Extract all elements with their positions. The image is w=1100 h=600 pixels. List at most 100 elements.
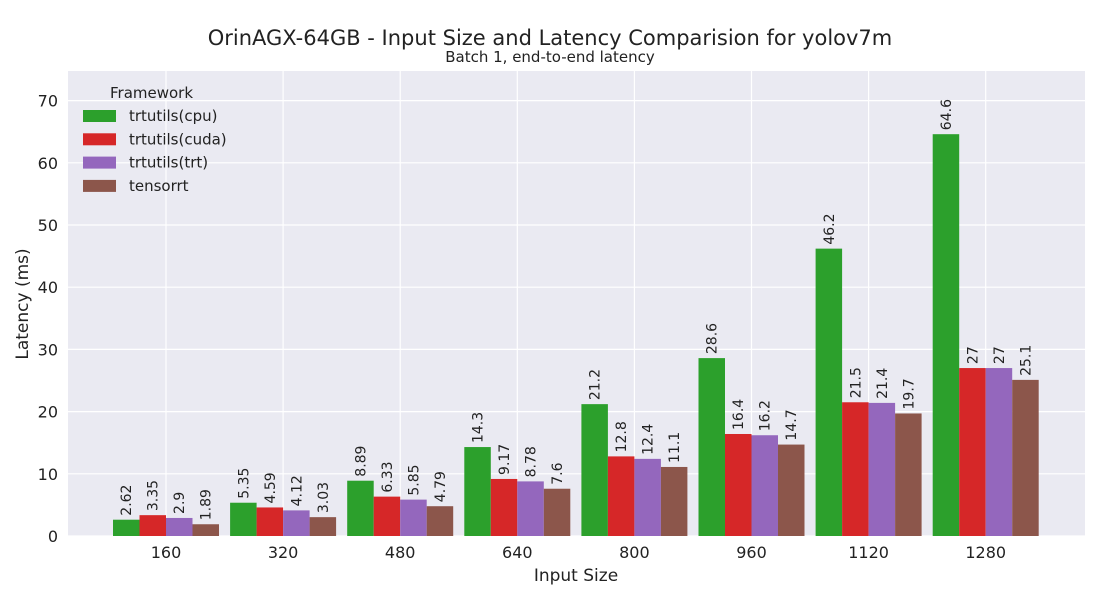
chart-subtitle: Batch 1, end-to-end latency bbox=[445, 48, 655, 66]
bar bbox=[985, 368, 1013, 536]
y-tick-label: 20 bbox=[38, 403, 58, 422]
legend-entry: tensorrt bbox=[129, 177, 189, 195]
bar bbox=[660, 466, 688, 536]
bar bbox=[778, 444, 805, 536]
bar bbox=[230, 502, 257, 536]
data-label: 21.2 bbox=[588, 369, 604, 400]
chart-title: OrinAGX-64GB - Input Size and Latency Co… bbox=[207, 26, 893, 50]
bar bbox=[400, 499, 427, 536]
data-label: 19.7 bbox=[901, 378, 917, 409]
legend-swatch bbox=[83, 179, 116, 192]
bar bbox=[347, 480, 374, 536]
bar bbox=[959, 368, 986, 536]
y-tick-label: 30 bbox=[38, 340, 58, 359]
x-axis-label: Input Size bbox=[534, 566, 618, 586]
bar bbox=[581, 404, 608, 536]
bar bbox=[113, 519, 140, 536]
x-tick-label: 800 bbox=[619, 543, 650, 562]
data-label: 11.1 bbox=[667, 432, 683, 463]
bar bbox=[139, 515, 166, 536]
bar bbox=[607, 456, 635, 536]
bar bbox=[309, 517, 337, 536]
grid-lines bbox=[68, 71, 1085, 537]
bars bbox=[113, 134, 1039, 537]
data-label: 5.85 bbox=[406, 464, 422, 495]
data-label: 1.89 bbox=[199, 489, 215, 520]
bar bbox=[426, 506, 454, 536]
bar bbox=[815, 248, 843, 537]
data-label: 4.79 bbox=[433, 471, 449, 502]
bar bbox=[543, 488, 571, 536]
x-tick-label: 160 bbox=[151, 543, 182, 562]
data-label: 14.3 bbox=[471, 412, 487, 443]
data-label: 3.03 bbox=[316, 482, 332, 513]
bar bbox=[490, 478, 518, 536]
data-label: 27 bbox=[965, 346, 981, 364]
y-tick-label: 50 bbox=[38, 216, 58, 235]
legend-entry: trtutils(trt) bbox=[129, 154, 208, 172]
bar bbox=[1012, 379, 1039, 536]
bar bbox=[283, 510, 310, 536]
legend-swatch bbox=[83, 156, 116, 169]
data-label: 28.6 bbox=[705, 323, 721, 354]
data-label: 5.35 bbox=[236, 468, 252, 499]
data-label: 27 bbox=[992, 346, 1008, 364]
data-label: 2.9 bbox=[172, 492, 188, 514]
legend: Framework trtutils(cpu) trtutils(cuda) trt… bbox=[83, 84, 227, 195]
data-label: 4.12 bbox=[289, 475, 305, 506]
data-label: 64.6 bbox=[939, 99, 955, 130]
data-label: 12.4 bbox=[641, 424, 657, 455]
x-tick-label: 1280 bbox=[965, 543, 1006, 562]
data-label: 46.2 bbox=[822, 213, 838, 244]
data-label: 7.6 bbox=[550, 462, 566, 484]
y-tick-label: 40 bbox=[38, 278, 58, 297]
bar bbox=[698, 358, 725, 536]
data-label: 4.59 bbox=[263, 472, 279, 503]
data-label: 8.78 bbox=[524, 446, 540, 477]
y-tick-label: 0 bbox=[48, 527, 58, 546]
y-tick-label: 60 bbox=[38, 154, 58, 173]
bar bbox=[895, 413, 922, 536]
data-label: 6.33 bbox=[380, 461, 396, 492]
data-label: 16.4 bbox=[731, 399, 747, 430]
x-tick-label: 640 bbox=[502, 543, 533, 562]
data-label: 21.4 bbox=[875, 368, 891, 399]
bar bbox=[725, 433, 752, 536]
y-tick-label: 10 bbox=[38, 465, 58, 484]
bar bbox=[932, 134, 960, 537]
legend-entry: trtutils(cuda) bbox=[129, 130, 227, 148]
data-label: 21.5 bbox=[848, 367, 864, 398]
data-label: 9.17 bbox=[497, 444, 513, 475]
bar bbox=[842, 402, 869, 536]
x-tick-label: 480 bbox=[385, 543, 416, 562]
data-label: 8.89 bbox=[353, 446, 369, 477]
x-tick-label: 1120 bbox=[848, 543, 889, 562]
data-label: 3.35 bbox=[146, 480, 162, 511]
data-label: 14.7 bbox=[784, 409, 800, 440]
bar bbox=[373, 496, 401, 536]
y-tick-label: 70 bbox=[38, 92, 58, 111]
legend-title: Framework bbox=[110, 84, 193, 102]
bar bbox=[464, 447, 491, 536]
legend-swatch bbox=[83, 133, 116, 146]
legend-swatch bbox=[83, 110, 116, 122]
x-tick-label: 960 bbox=[736, 543, 767, 562]
bar bbox=[868, 402, 896, 536]
x-axis-ticks: 160 320 480 640 800 960 1120 1280 bbox=[151, 543, 1006, 562]
y-axis-ticks: 0 10 20 30 40 50 60 70 bbox=[38, 92, 58, 546]
data-label: 25.1 bbox=[1018, 345, 1034, 376]
bar bbox=[166, 517, 193, 536]
legend-entry: trtutils(cpu) bbox=[129, 107, 217, 125]
bar bbox=[751, 435, 778, 536]
y-axis-label: Latency (ms) bbox=[13, 248, 33, 359]
data-label: 12.8 bbox=[614, 421, 630, 452]
bar bbox=[517, 481, 544, 536]
data-label: 2.62 bbox=[119, 485, 135, 516]
bar bbox=[634, 458, 661, 536]
x-tick-label: 320 bbox=[268, 543, 299, 562]
bar bbox=[256, 507, 284, 536]
data-labels: 2.62 3.35 2.9 1.89 5.35 4.59 4.12 3.03 8.89 6.33 5… bbox=[119, 99, 1034, 520]
data-label: 16.2 bbox=[758, 400, 774, 431]
bar bbox=[192, 524, 219, 536]
